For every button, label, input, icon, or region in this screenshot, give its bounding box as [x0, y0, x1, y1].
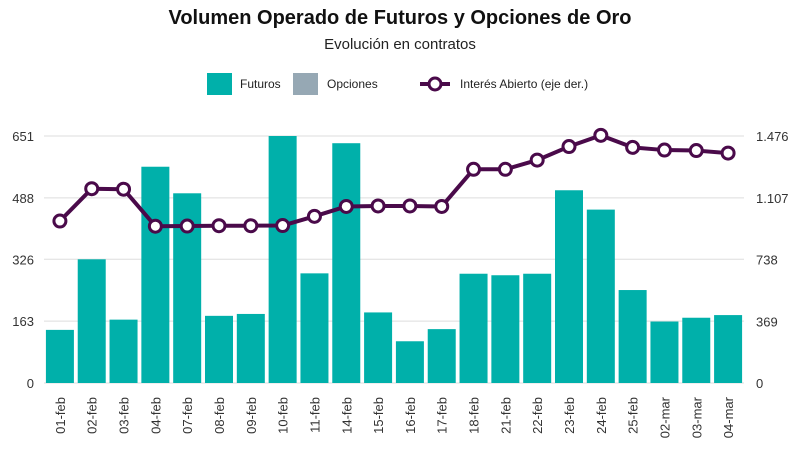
x-tick-label: 02-feb [85, 397, 100, 434]
legend-marker-interes [427, 76, 443, 92]
y-right-tick-label: 369 [756, 314, 778, 329]
bar-futuros [650, 321, 679, 383]
x-tick-label: 22-feb [530, 397, 545, 434]
x-tick-label: 17-feb [435, 397, 450, 434]
chart-title: Volumen Operado de Futuros y Opciones de… [168, 7, 631, 29]
bar-futuros [427, 329, 456, 383]
bar-futuros [682, 317, 711, 383]
x-tick-label: 03-mar [689, 396, 704, 438]
x-tick-label: 23-feb [562, 397, 577, 434]
y-right-tick-label: 738 [756, 253, 778, 268]
y-left-tick-label: 326 [12, 252, 34, 267]
point-interes-abierto [625, 139, 641, 155]
x-tick-label: 25-feb [626, 397, 641, 434]
line-interes-abierto [52, 127, 736, 234]
bar-futuros [236, 313, 265, 383]
y-right-tick-label: 1.107 [756, 191, 789, 206]
x-tick-label: 02-mar [657, 396, 672, 438]
point-interes-abierto [434, 198, 450, 214]
bar-futuros [332, 143, 361, 383]
x-tick-label: 01-feb [53, 397, 68, 434]
bar-futuros [491, 275, 520, 383]
point-interes-abierto [84, 181, 100, 197]
bar-futuros [459, 273, 488, 383]
legend-label-interes: Interés Abierto (eje der.) [460, 77, 588, 91]
bar-futuros [395, 341, 424, 383]
line-interes-abierto-path [58, 133, 729, 229]
bar-futuros [618, 290, 647, 383]
y-axis-right: 0 369 738 1.107 1.476 [756, 129, 789, 391]
point-interes-abierto [52, 213, 68, 229]
bar-futuros [205, 315, 233, 383]
legend-swatch-futuros [207, 73, 232, 95]
point-interes-abierto [211, 218, 227, 234]
point-interes-abierto [656, 142, 672, 158]
chart-subtitle: Evolución en contratos [324, 36, 476, 53]
x-tick-label: 14-feb [339, 397, 354, 434]
point-interes-abierto [147, 218, 163, 234]
y-left-tick-label: 163 [12, 314, 34, 329]
x-tick-label: 21-feb [498, 397, 513, 434]
x-tick-label: 16-feb [403, 397, 418, 434]
bar-futuros [109, 319, 138, 383]
bar-futuros [555, 190, 583, 383]
legend: Futuros Opciones Interés Abierto (eje de… [207, 73, 588, 95]
bar-futuros [268, 136, 297, 383]
y-left-tick-label: 0 [27, 376, 34, 391]
point-interes-abierto [688, 143, 704, 159]
legend-label-futuros: Futuros [240, 77, 281, 91]
point-interes-abierto [720, 145, 736, 161]
x-tick-label: 08-feb [212, 397, 227, 434]
x-axis: 01-feb 02-feb 03-feb 04-feb 07-feb 08-feb 09-f… [53, 396, 736, 438]
y-left-tick-label: 488 [12, 191, 34, 206]
y-axis-left: 0 163 326 488 651 [12, 129, 34, 391]
x-tick-label: 09-feb [244, 397, 259, 434]
point-interes-abierto [275, 218, 291, 234]
y-right-tick-label: 0 [756, 376, 763, 391]
y-right-tick-label: 1.476 [756, 129, 789, 144]
bar-futuros [523, 273, 552, 383]
legend-swatch-opciones [293, 73, 318, 95]
x-tick-label: 15-feb [371, 397, 386, 434]
x-tick-label: 04-feb [148, 397, 163, 434]
point-interes-abierto [561, 139, 577, 155]
bars-futuros [45, 136, 743, 383]
x-tick-label: 04-mar [721, 396, 736, 438]
bar-futuros [77, 259, 106, 383]
bar-futuros [586, 209, 615, 383]
x-tick-label: 18-feb [467, 397, 482, 434]
point-interes-abierto [306, 208, 322, 224]
point-interes-abierto [116, 181, 132, 197]
point-interes-abierto [593, 127, 609, 143]
x-tick-label: 03-feb [117, 397, 132, 434]
point-interes-abierto [529, 152, 545, 168]
bar-futuros [141, 166, 170, 383]
y-left-tick-label: 651 [12, 129, 34, 144]
bar-futuros [714, 315, 743, 383]
x-tick-label: 10-feb [276, 397, 291, 434]
x-tick-label: 11-feb [307, 397, 322, 433]
x-tick-label: 24-feb [594, 397, 609, 434]
point-interes-abierto [466, 161, 482, 177]
point-interes-abierto [370, 198, 386, 214]
bar-futuros [364, 312, 393, 383]
point-interes-abierto [402, 198, 418, 214]
legend-label-opciones: Opciones [327, 77, 378, 91]
bar-futuros [45, 329, 74, 383]
bar-futuros [300, 273, 329, 383]
point-interes-abierto [243, 218, 259, 234]
point-interes-abierto [497, 161, 513, 177]
point-interes-abierto [179, 218, 195, 234]
x-tick-label: 07-feb [180, 397, 195, 434]
point-interes-abierto [338, 198, 354, 214]
